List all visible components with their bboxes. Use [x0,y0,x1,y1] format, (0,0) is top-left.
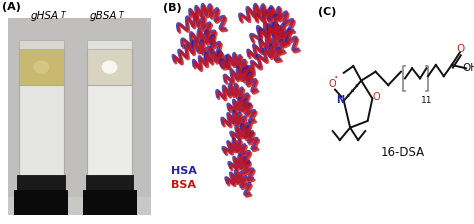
Text: O: O [372,93,380,102]
Text: BSA: BSA [171,180,195,190]
Text: O: O [457,44,465,54]
Bar [87,40,132,49]
Bar [87,45,132,85]
Text: OH: OH [463,63,474,73]
Text: gHSA: gHSA [30,11,58,21]
Text: (C): (C) [319,7,337,17]
Text: ·: · [334,71,338,85]
Bar [19,49,64,179]
Bar [19,45,64,85]
Text: O: O [328,79,336,88]
Text: N: N [336,95,345,105]
Text: T: T [119,11,124,20]
Ellipse shape [34,60,49,74]
Bar [14,190,68,215]
Bar [19,40,64,49]
Bar [8,18,151,215]
Text: T: T [60,11,65,20]
Bar [8,197,151,215]
Bar [82,190,137,215]
Bar [18,175,65,195]
Text: 11: 11 [421,96,433,105]
Text: 16-DSA: 16-DSA [381,146,425,159]
Text: gBSA: gBSA [90,11,117,21]
Text: HSA: HSA [171,166,196,176]
Ellipse shape [102,60,118,74]
Bar [86,175,133,195]
Bar [87,49,132,179]
Text: (B): (B) [163,3,182,13]
Text: (A): (A) [1,2,20,12]
